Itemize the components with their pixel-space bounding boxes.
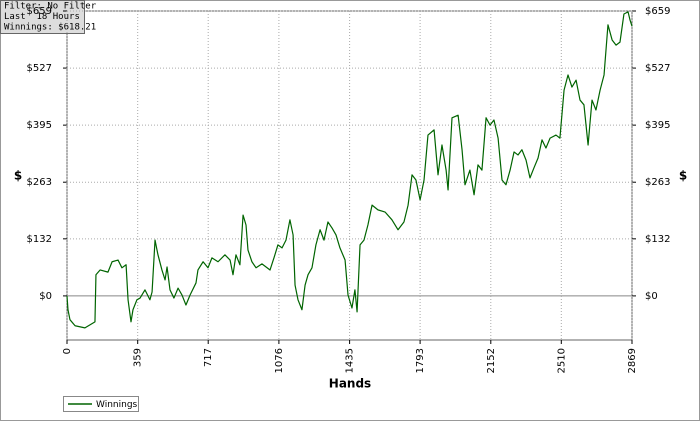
x-tick-label: 0 (62, 348, 73, 354)
y-tick-label: $395 (27, 120, 52, 131)
x-tick-label: 2869 (627, 348, 638, 373)
y-tick-label: $0 (39, 291, 52, 302)
y-tick-label: $659 (27, 6, 52, 17)
y2-tick-label: $132 (645, 234, 670, 245)
x-axis-title: Hands (329, 377, 371, 391)
x-tick-label: 717 (203, 348, 214, 367)
info-line: Filter: No Filter (4, 2, 97, 12)
legend: Winnings (63, 396, 139, 412)
y2-tick-label: $659 (645, 6, 670, 17)
legend-label: Winnings (96, 400, 138, 410)
y2-tick-label: $395 (645, 120, 670, 131)
x-tick-label: 1793 (415, 348, 426, 373)
x-tick-label: 2510 (556, 348, 567, 373)
x-tick-label: 1076 (274, 348, 285, 373)
x-tick-label: 359 (133, 348, 144, 367)
y-tick-label: $527 (27, 63, 52, 74)
x-tick-label: 1435 (345, 348, 356, 373)
series-line (66, 11, 633, 329)
x-tick-label: 2152 (486, 348, 497, 373)
y2-tick-label: $263 (645, 177, 670, 188)
y-tick-label: $263 (27, 177, 52, 188)
info-line: Winnings: $618.21 (4, 23, 96, 33)
y2-tick-label: $0 (645, 291, 658, 302)
info-line: Last 18 Hours (4, 12, 80, 22)
y2-tick-label: $527 (645, 63, 670, 74)
y-tick-label: $132 (27, 234, 52, 245)
legend-box (63, 396, 139, 412)
info-box (0, 0, 85, 34)
y-axis-title: $ (14, 169, 22, 183)
y2-axis-title: $ (679, 169, 687, 183)
